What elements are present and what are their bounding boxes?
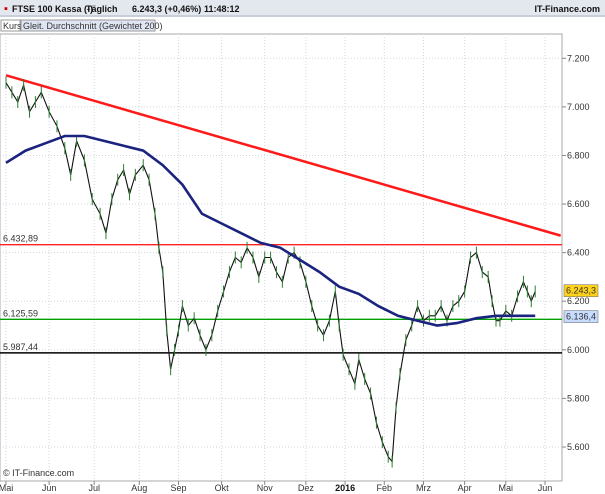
y-tick-label: 7.000	[567, 102, 590, 112]
badge-label-ma: 6.136,4	[566, 312, 596, 322]
y-axis: 7.200 7.000 6.800 6.600 6.400 6.200 6.000 5.800…	[562, 53, 590, 452]
x-tick-label: Feb	[377, 483, 393, 493]
header-brand: IT-Finance.com	[534, 4, 600, 14]
legend-kurs: Kurs	[3, 21, 22, 31]
legend-ma: Gleit. Durchschnitt (Gewichtet 200)	[23, 21, 163, 31]
x-tick-label: 2016	[335, 483, 355, 493]
x-tick-label: Jul	[88, 483, 100, 493]
trendline	[5, 74, 562, 237]
x-tick-label: Nov	[257, 483, 274, 493]
y-tick-label: 6.400	[567, 248, 590, 258]
x-tick-label: Mai	[0, 483, 13, 493]
y-tick-label: 7.200	[567, 53, 590, 63]
header-last-value: 6.243,3 (+0,46%)	[132, 4, 201, 14]
ma-series	[5, 134, 536, 327]
x-tick-label: Sep	[170, 483, 186, 493]
copyright: © IT-Finance.com	[3, 468, 74, 478]
badge-box-last	[563, 284, 599, 298]
legend-ma-box	[20, 19, 156, 32]
y-tick-label: 6.600	[567, 199, 590, 209]
header-interval: Täglich	[86, 4, 118, 14]
x-tick-label: Okt	[215, 483, 230, 493]
x-tick-label: Jun	[538, 483, 553, 493]
header-time: 11:48:12	[204, 4, 240, 14]
x-tick-label: Aug	[131, 483, 147, 493]
trendline-line	[5, 74, 562, 237]
grid	[0, 34, 562, 481]
plot-frame	[0, 33, 563, 482]
legend-kurs-box	[0, 19, 21, 32]
level-label-support: 6.125,59	[3, 308, 38, 318]
level-label-resistance: 6.432,89	[3, 234, 38, 244]
x-tick-label: Jun	[42, 483, 57, 493]
horizontal-levels: 6.432,89 6.125,59 5.987,44	[0, 234, 562, 354]
header-bar	[0, 0, 605, 17]
badge-label-last: 6.243,3	[566, 286, 596, 296]
y-tick-label: 5.600	[567, 442, 590, 452]
value-badges: 6.243,3 6.136,4	[563, 284, 599, 323]
x-tick-label: Dez	[298, 483, 315, 493]
ma-line	[5, 134, 536, 327]
badge-box-ma	[563, 310, 599, 323]
x-tick-label: Mai	[499, 483, 514, 493]
level-label-low: 5.987,44	[3, 342, 38, 352]
header-bar-accent	[0, 15, 605, 17]
price-series	[5, 76, 536, 468]
y-tick-label: 6.000	[567, 345, 590, 355]
y-tick-label: 6.800	[567, 150, 590, 160]
x-axis: Mai Jun Jul Aug Sep Okt Nov Dez 2016 Feb Mrz Apr Mai…	[0, 481, 552, 493]
x-tick-label: Apr	[458, 483, 472, 493]
y-tick-label: 6.200	[567, 296, 590, 306]
header-flag-icon: ▪	[4, 3, 8, 15]
x-tick-label: Mrz	[416, 483, 431, 493]
y-tick-label: 5.800	[567, 393, 590, 403]
header-title: FTSE 100 Kassa (-)	[12, 4, 93, 14]
